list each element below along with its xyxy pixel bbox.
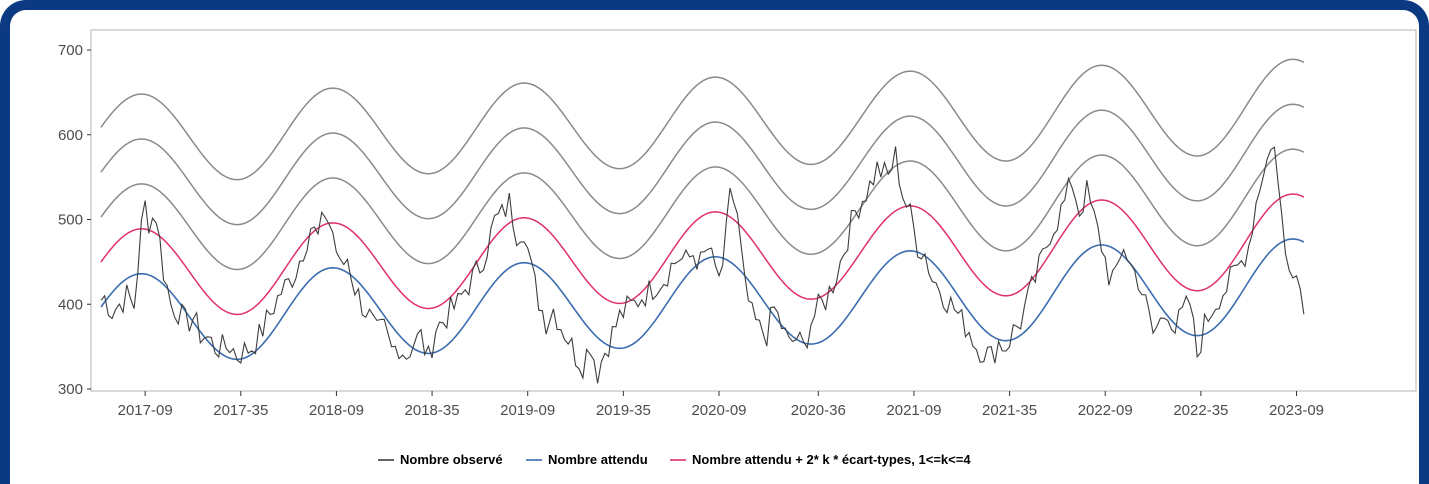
y-tick-label: 300 xyxy=(58,381,83,398)
threshold-line-k2 xyxy=(100,148,1305,271)
legend-label: Nombre observé xyxy=(400,452,503,467)
x-tick-label: 2018-35 xyxy=(405,402,460,419)
threshold-line-k1 xyxy=(100,193,1305,316)
y-axis: 300 400 500 600 700 xyxy=(58,30,92,398)
x-tick-label: 2018-09 xyxy=(309,402,364,419)
legend: Nombre observé Nombre attendu Nombre atten… xyxy=(378,452,971,467)
y-tick-label: 400 xyxy=(58,296,83,313)
expected-line xyxy=(100,238,1305,361)
x-tick-label: 2020-09 xyxy=(691,402,746,419)
x-tick-label: 2017-35 xyxy=(213,402,268,419)
y-tick-label: 700 xyxy=(58,42,83,59)
y-tick-label: 600 xyxy=(58,127,83,144)
x-tick-label: 2020-36 xyxy=(791,402,846,419)
x-tick-label: 2023-09 xyxy=(1269,402,1324,419)
x-tick-label: 2017-09 xyxy=(118,402,173,419)
plot-panel-border xyxy=(90,29,1417,392)
threshold-line-k4 xyxy=(100,58,1305,181)
series-layer xyxy=(100,58,1305,384)
x-tick-label: 2022-09 xyxy=(1078,402,1133,419)
legend-label: Nombre attendu + 2* k * écart-types, 1<=… xyxy=(692,452,971,467)
x-tick-label: 2019-35 xyxy=(596,402,651,419)
y-tick-label: 500 xyxy=(58,212,83,229)
x-tick-label: 2019-09 xyxy=(500,402,555,419)
x-tick-label: 2021-09 xyxy=(886,402,941,419)
threshold-line-k3 xyxy=(100,103,1305,226)
x-tick-label: 2021-35 xyxy=(982,402,1037,419)
x-tick-label: 2022-35 xyxy=(1173,402,1228,419)
x-axis: 2017-09 2017-35 2018-09 2018-35 2019-09 2019-… xyxy=(118,391,1324,419)
observed-line xyxy=(100,146,1305,384)
legend-label: Nombre attendu xyxy=(548,452,648,467)
